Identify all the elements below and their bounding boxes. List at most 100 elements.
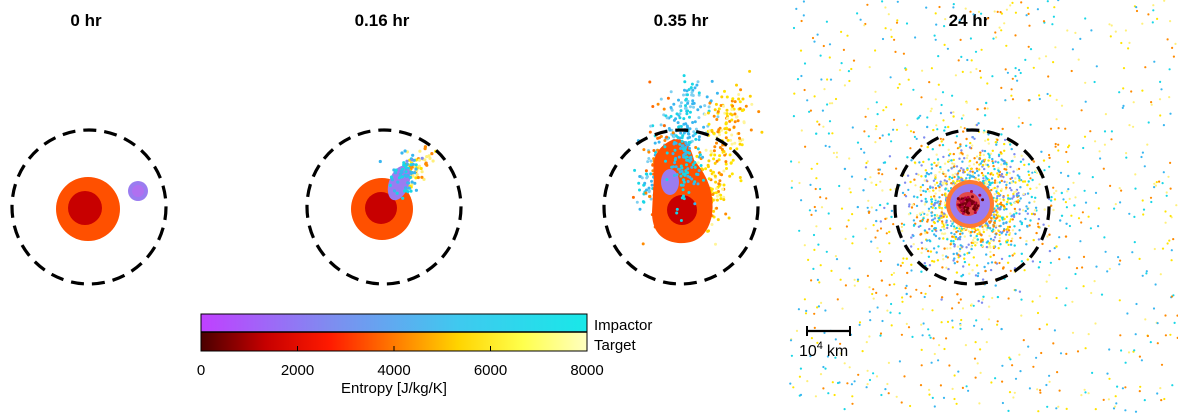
disk-particle: [917, 116, 920, 119]
disk-particle: [975, 167, 978, 170]
halo-particle: [1045, 383, 1048, 387]
halo-particle: [979, 371, 982, 374]
halo-particle: [886, 382, 889, 386]
debris-particle: [706, 111, 710, 115]
halo-particle: [1006, 71, 1010, 74]
halo-particle: [1095, 65, 1098, 68]
halo-particle: [1068, 197, 1071, 200]
disk-particle: [988, 156, 991, 159]
halo-particle: [795, 329, 799, 332]
halo-particle: [1046, 235, 1049, 238]
impactor-particle: [682, 74, 686, 78]
halo-particle: [882, 109, 885, 112]
halo-particle: [980, 48, 983, 51]
halo-particle: [900, 333, 904, 336]
halo-particle: [1083, 135, 1087, 138]
halo-particle: [805, 309, 808, 312]
halo-particle: [1134, 333, 1137, 336]
impactor-particle: [665, 116, 669, 120]
debris-particle: [722, 169, 726, 173]
disk-particle: [942, 215, 945, 218]
disk-particle: [963, 253, 966, 256]
halo-particle: [870, 240, 873, 243]
disk-particle: [1016, 201, 1020, 204]
halo-particle: [930, 361, 933, 364]
debris-particle: [730, 142, 734, 146]
halo-particle: [881, 37, 885, 41]
disk-particle: [960, 167, 963, 170]
disk-particle: [1013, 207, 1017, 211]
disk-particle: [997, 191, 1000, 195]
halo-particle: [927, 328, 930, 331]
halo-particle: [872, 372, 875, 375]
disk-particle: [928, 190, 931, 193]
debris-particle: [647, 150, 651, 154]
debris-particle: [722, 150, 726, 153]
disk-particle: [956, 178, 959, 181]
halo-particle: [1029, 48, 1033, 51]
disk-particle: [968, 251, 971, 254]
impactor-particle: [682, 93, 685, 97]
disk-particle: [963, 157, 966, 160]
halo-particle: [890, 273, 893, 276]
halo-particle: [1014, 377, 1018, 380]
halo-particle: [888, 242, 891, 245]
disk-particle: [924, 197, 927, 201]
colorbar-tick-label: 0: [197, 362, 205, 379]
disk-particle: [983, 265, 986, 269]
impactor-particle: [702, 178, 705, 182]
halo-particle: [813, 205, 816, 209]
halo-particle: [1152, 307, 1156, 310]
disk-particle: [1005, 165, 1009, 168]
disk-particle: [1014, 190, 1018, 193]
disk-particle: [942, 258, 945, 261]
disk-particle: [932, 179, 936, 182]
impactor-particle: [693, 165, 697, 169]
halo-particle: [866, 274, 870, 277]
disk-particle: [922, 189, 925, 193]
halo-particle: [1134, 410, 1138, 413]
halo-particle: [1130, 90, 1133, 93]
halo-particle: [943, 25, 946, 28]
halo-particle: [866, 206, 869, 209]
halo-particle: [879, 259, 883, 263]
panel-title-0hr: 0 hr: [70, 11, 102, 30]
debris-particle: [741, 108, 745, 112]
halo-particle: [818, 123, 821, 126]
halo-particle: [910, 269, 913, 272]
halo-particle: [1097, 225, 1100, 228]
halo-particle: [1124, 409, 1127, 412]
core-particle: [964, 202, 968, 206]
debris-particle: [717, 182, 721, 186]
halo-particle: [1118, 187, 1121, 190]
debris-particle: [730, 118, 734, 122]
halo-particle: [1099, 157, 1102, 160]
halo-particle: [800, 74, 803, 78]
halo-particle: [996, 10, 999, 13]
target-core: [68, 191, 102, 225]
disk-particle: [1032, 160, 1036, 163]
halo-particle: [1000, 29, 1003, 32]
disk-particle: [941, 254, 944, 257]
halo-particle: [929, 110, 932, 113]
disk-particle: [1025, 205, 1028, 208]
disk-particle: [933, 227, 937, 230]
disk-particle: [1060, 191, 1064, 195]
disk-particle: [1017, 199, 1020, 202]
disk-particle: [990, 181, 993, 185]
halo-particle: [836, 298, 839, 301]
halo-particle: [1064, 201, 1067, 204]
disk-particle: [926, 249, 930, 253]
halo-particle: [939, 384, 943, 387]
halo-particle: [1175, 204, 1178, 207]
halo-particle: [790, 179, 794, 183]
halo-particle: [898, 360, 902, 363]
halo-particle: [992, 173, 995, 176]
impactor-core: [132, 185, 144, 197]
disk-particle: [924, 247, 927, 250]
impactor-particle: [669, 106, 673, 109]
halo-particle: [1039, 389, 1042, 392]
disk-particle: [1030, 212, 1034, 216]
disk-particle: [907, 213, 911, 216]
halo-particle: [1140, 359, 1143, 362]
